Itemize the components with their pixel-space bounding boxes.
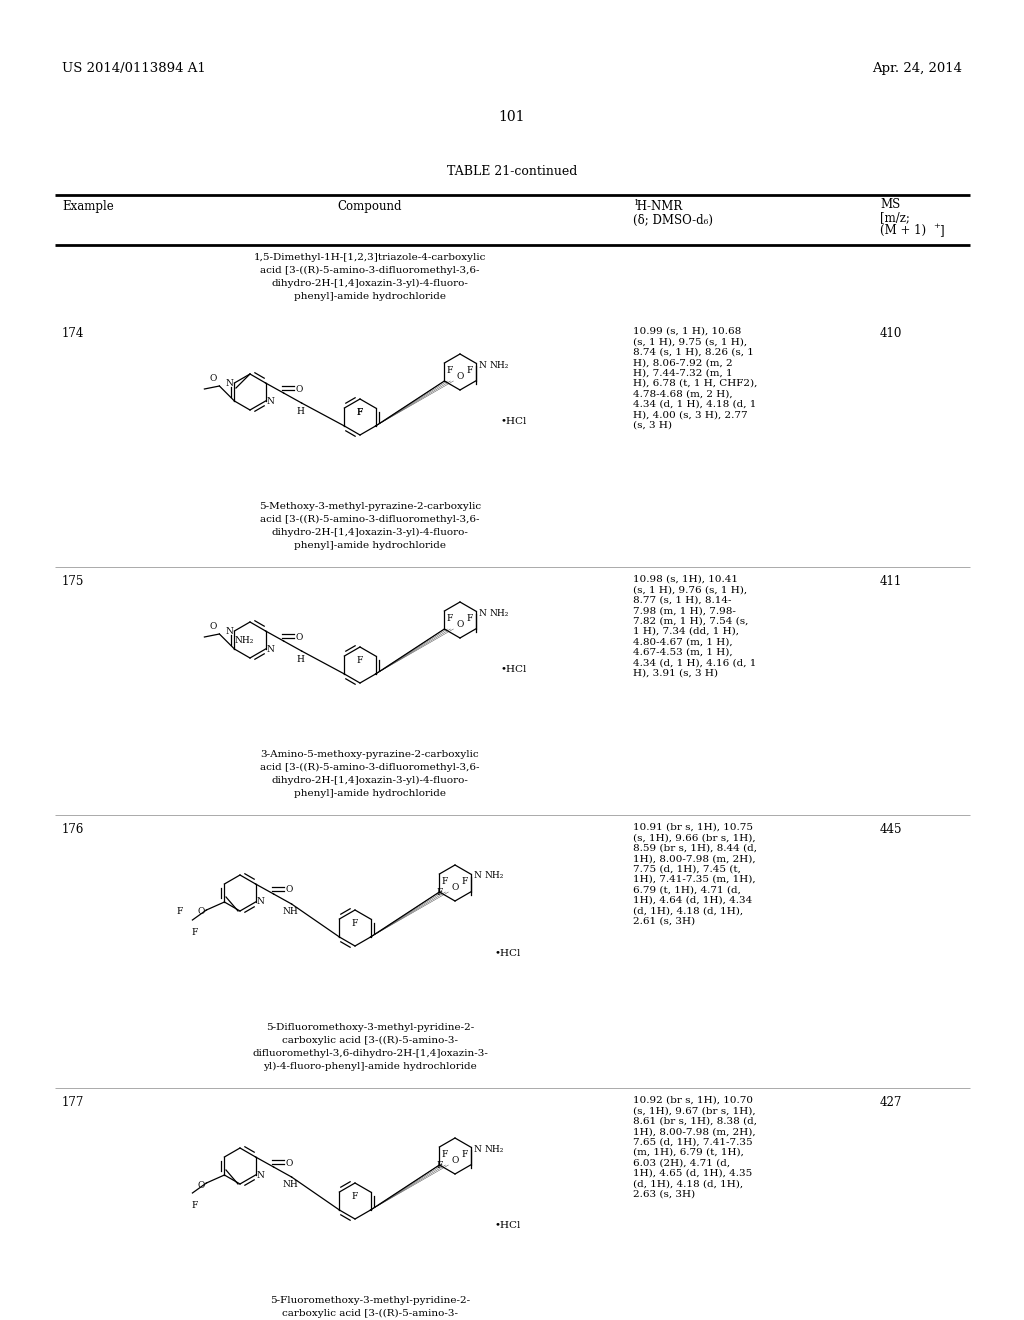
Text: O: O	[209, 374, 216, 383]
Text: F: F	[352, 1192, 358, 1201]
Text: O: O	[296, 632, 303, 642]
Text: acid [3-((R)-5-amino-3-difluoromethyl-3,6-: acid [3-((R)-5-amino-3-difluoromethyl-3,…	[260, 515, 480, 524]
Text: F: F	[176, 908, 182, 916]
Text: N: N	[478, 609, 486, 618]
Text: dihydro-2H-[1,4]oxazin-3-yl)-4-fluoro-: dihydro-2H-[1,4]oxazin-3-yl)-4-fluoro-	[271, 279, 468, 288]
Text: •HCl: •HCl	[495, 949, 521, 957]
Text: 176: 176	[62, 822, 84, 836]
Text: MS: MS	[880, 198, 900, 211]
Text: F: F	[446, 614, 454, 623]
Text: 174: 174	[62, 327, 84, 341]
Text: (δ; DMSO-d₆): (δ; DMSO-d₆)	[633, 214, 713, 227]
Text: 5-Fluoromethoxy-3-methyl-pyridine-2-: 5-Fluoromethoxy-3-methyl-pyridine-2-	[270, 1296, 470, 1305]
Text: N: N	[225, 627, 233, 635]
Text: N: N	[473, 1144, 481, 1154]
Text: O: O	[197, 908, 205, 916]
Text: 101: 101	[499, 110, 525, 124]
Text: O: O	[296, 384, 303, 393]
Text: •HCl: •HCl	[500, 665, 526, 675]
Text: •HCl: •HCl	[500, 417, 526, 426]
Text: NH₂: NH₂	[484, 1144, 504, 1154]
Text: dihydro-2H-[1,4]oxazin-3-yl)-4-fluoro-: dihydro-2H-[1,4]oxazin-3-yl)-4-fluoro-	[271, 776, 468, 785]
Text: dihydro-2H-[1,4]oxazin-3-yl)-4-fluoro-: dihydro-2H-[1,4]oxazin-3-yl)-4-fluoro-	[271, 528, 468, 537]
Text: F: F	[467, 614, 473, 623]
Text: N: N	[266, 644, 274, 653]
Text: NH₂: NH₂	[489, 609, 509, 618]
Text: H: H	[297, 655, 304, 664]
Text: NH: NH	[283, 1180, 298, 1189]
Text: 10.98 (s, 1H), 10.41
(s, 1 H), 9.76 (s, 1 H),
8.77 (s, 1 H), 8.14-
7.98 (m, 1 H): 10.98 (s, 1H), 10.41 (s, 1 H), 9.76 (s, …	[633, 576, 757, 677]
Text: N: N	[225, 379, 233, 388]
Text: F: F	[446, 366, 454, 375]
Text: 410: 410	[880, 327, 902, 341]
Text: 10.99 (s, 1 H), 10.68
(s, 1 H), 9.75 (s, 1 H),
8.74 (s, 1 H), 8.26 (s, 1
H), 8.0: 10.99 (s, 1 H), 10.68 (s, 1 H), 9.75 (s,…	[633, 327, 758, 429]
Text: 1: 1	[634, 199, 639, 207]
Text: phenyl]-amide hydrochloride: phenyl]-amide hydrochloride	[294, 541, 446, 550]
Text: O: O	[452, 1156, 459, 1166]
Text: 445: 445	[880, 822, 902, 836]
Text: 427: 427	[880, 1096, 902, 1109]
Text: TABLE 21-continued: TABLE 21-continued	[446, 165, 578, 178]
Text: difluoromethyl-3,6-dihydro-2H-[1,4]oxazin-3-: difluoromethyl-3,6-dihydro-2H-[1,4]oxazi…	[252, 1049, 488, 1059]
Text: phenyl]-amide hydrochloride: phenyl]-amide hydrochloride	[294, 292, 446, 301]
Text: US 2014/0113894 A1: US 2014/0113894 A1	[62, 62, 206, 75]
Text: Example: Example	[62, 201, 114, 213]
Text: O: O	[209, 622, 216, 631]
Text: F: F	[352, 919, 358, 928]
Text: N: N	[473, 871, 481, 880]
Text: N: N	[478, 360, 486, 370]
Text: F: F	[441, 876, 449, 886]
Text: O: O	[457, 620, 464, 630]
Text: [m/z;: [m/z;	[880, 211, 910, 224]
Text: 5-Difluoromethoxy-3-methyl-pyridine-2-: 5-Difluoromethoxy-3-methyl-pyridine-2-	[266, 1023, 474, 1032]
Text: NH₂: NH₂	[489, 360, 509, 370]
Text: 10.91 (br s, 1H), 10.75
(s, 1H), 9.66 (br s, 1H),
8.59 (br s, 1H), 8.44 (d,
1H),: 10.91 (br s, 1H), 10.75 (s, 1H), 9.66 (b…	[633, 822, 757, 925]
Text: 411: 411	[880, 576, 902, 587]
Text: carboxylic acid [3-((R)-5-amino-3-: carboxylic acid [3-((R)-5-amino-3-	[282, 1036, 458, 1045]
Text: O: O	[457, 372, 464, 381]
Text: N: N	[257, 898, 264, 907]
Text: F: F	[191, 1201, 198, 1210]
Text: 3-Amino-5-methoxy-pyrazine-2-carboxylic: 3-Amino-5-methoxy-pyrazine-2-carboxylic	[261, 750, 479, 759]
Text: F: F	[462, 876, 468, 886]
Text: F: F	[441, 1150, 449, 1159]
Text: H-NMR: H-NMR	[633, 201, 682, 213]
Text: Compound: Compound	[338, 201, 402, 213]
Text: O: O	[286, 1159, 293, 1167]
Text: F: F	[462, 1150, 468, 1159]
Text: yl)-4-fluoro-phenyl]-amide hydrochloride: yl)-4-fluoro-phenyl]-amide hydrochloride	[263, 1063, 477, 1071]
Text: F: F	[356, 408, 364, 417]
Text: carboxylic acid [3-((R)-5-amino-3-: carboxylic acid [3-((R)-5-amino-3-	[282, 1309, 458, 1319]
Text: F: F	[356, 408, 364, 417]
Text: (M + 1): (M + 1)	[880, 224, 926, 238]
Text: 177: 177	[62, 1096, 84, 1109]
Text: N: N	[257, 1171, 264, 1180]
Text: NH: NH	[283, 907, 298, 916]
Text: NH₂: NH₂	[484, 871, 504, 880]
Text: O: O	[452, 883, 459, 892]
Text: 10.92 (br s, 1H), 10.70
(s, 1H), 9.67 (br s, 1H),
8.61 (br s, 1H), 8.38 (d,
1H),: 10.92 (br s, 1H), 10.70 (s, 1H), 9.67 (b…	[633, 1096, 757, 1199]
Text: acid [3-((R)-5-amino-3-difluoromethyl-3,6-: acid [3-((R)-5-amino-3-difluoromethyl-3,…	[260, 763, 480, 772]
Text: F: F	[356, 656, 364, 665]
Text: Apr. 24, 2014: Apr. 24, 2014	[872, 62, 962, 75]
Text: O: O	[286, 886, 293, 895]
Text: F: F	[436, 888, 442, 898]
Text: NH₂: NH₂	[234, 636, 254, 645]
Text: phenyl]-amide hydrochloride: phenyl]-amide hydrochloride	[294, 789, 446, 799]
Text: H: H	[297, 407, 304, 416]
Text: F: F	[436, 1162, 442, 1170]
Text: +: +	[933, 222, 940, 230]
Text: ]: ]	[939, 224, 944, 238]
Text: F: F	[191, 928, 198, 937]
Text: N: N	[266, 396, 274, 405]
Text: •HCl: •HCl	[495, 1221, 521, 1230]
Text: acid [3-((R)-5-amino-3-difluoromethyl-3,6-: acid [3-((R)-5-amino-3-difluoromethyl-3,…	[260, 267, 480, 275]
Text: O: O	[197, 1180, 205, 1189]
Text: F: F	[467, 366, 473, 375]
Text: 5-Methoxy-3-methyl-pyrazine-2-carboxylic: 5-Methoxy-3-methyl-pyrazine-2-carboxylic	[259, 502, 481, 511]
Text: 1,5-Dimethyl-1H-[1,2,3]triazole-4-carboxylic: 1,5-Dimethyl-1H-[1,2,3]triazole-4-carbox…	[254, 253, 486, 261]
Text: 175: 175	[62, 576, 84, 587]
